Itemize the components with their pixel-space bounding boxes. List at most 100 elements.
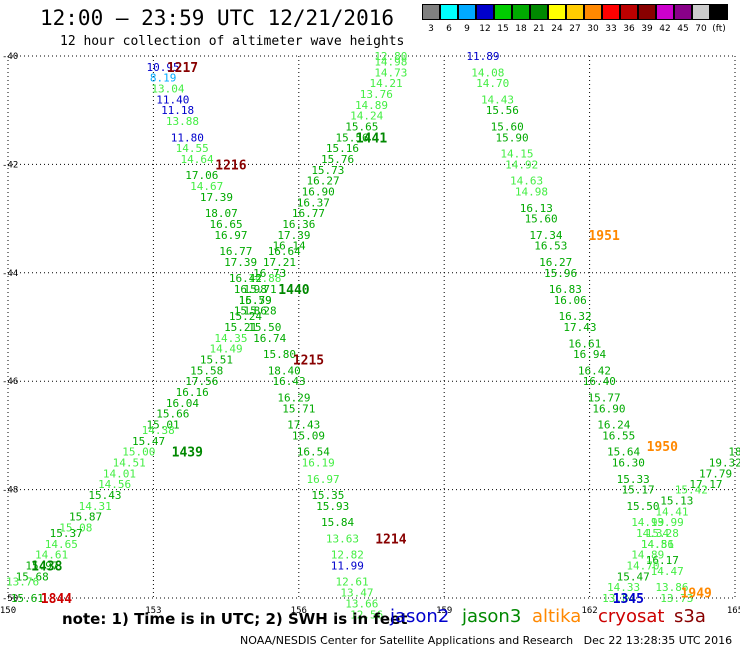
swh-value: 14.73 — [374, 66, 407, 79]
swh-value: 16.37 — [297, 196, 330, 209]
swh-value: 16.30 — [612, 457, 645, 470]
swh-value: 16.54 — [297, 446, 330, 459]
swh-value: 17.79 — [699, 467, 732, 480]
swh-value: 16.90 — [592, 402, 625, 415]
y-tick-label: -46 — [2, 377, 18, 387]
swh-value: 14.51 — [113, 457, 146, 470]
swh-value: 14.98 — [515, 186, 548, 199]
swh-value: 14.34 — [636, 527, 669, 540]
swh-value: 16.65 — [210, 218, 243, 231]
swh-value: 14.49 — [210, 343, 243, 356]
swh-value: 8.19 — [150, 72, 177, 85]
swh-value: 16.97 — [306, 473, 339, 486]
colorbar-swatch — [620, 4, 638, 20]
swh-value: 15.08 — [59, 522, 92, 535]
y-tick-label: -40 — [2, 52, 18, 62]
colorbar-label: 9 — [464, 24, 470, 34]
swh-value: 17.43 — [563, 321, 596, 334]
pass-label: 1439 — [172, 446, 203, 461]
pass-label: 1441 — [356, 131, 387, 146]
x-tick-label: 156 — [291, 606, 307, 616]
colorbar-label: 3 — [428, 24, 434, 34]
swh-value: 11.99 — [331, 559, 364, 572]
colorbar-swatch — [710, 4, 728, 20]
swh-value: 13.88 — [166, 115, 199, 128]
colorbar-swatch — [458, 4, 476, 20]
swh-value: 14.70 — [476, 77, 509, 90]
colorbar-label: 33 — [605, 24, 617, 34]
swh-value: 14.15 — [500, 148, 533, 161]
swh-value: 15.71 — [243, 283, 276, 296]
swh-value: 16.13 — [520, 202, 553, 215]
swh-value: 14.88 — [248, 272, 281, 285]
colorbar-label: 42 — [659, 24, 671, 34]
legend-cryosat: cryosat — [598, 606, 665, 627]
swh-value: 16.17 — [646, 554, 679, 567]
swh-value: 15.50 — [248, 321, 281, 334]
swh-value: 18 — [728, 446, 740, 459]
swh-value: 11.40 — [156, 93, 189, 106]
swh-value: 14.24 — [350, 110, 383, 123]
swh-value: 15.79 — [239, 294, 272, 307]
swh-value: 12.82 — [331, 549, 364, 562]
colorbar-swatch — [566, 4, 584, 20]
pass-label: 1440 — [278, 283, 309, 298]
swh-value: 15.76 — [321, 153, 354, 166]
swh-value: 15.73 — [311, 164, 344, 177]
swh-value: 15.61 — [11, 592, 44, 605]
swh-value: 15.50 — [626, 500, 659, 513]
swh-value: 15.90 — [495, 131, 528, 144]
pass-label: 1345 — [613, 592, 644, 607]
swh-value: 15.28 — [646, 527, 679, 540]
colorbar-swatch — [476, 4, 494, 20]
swh-value: 14.64 — [180, 153, 213, 166]
swh-value: 16.61 — [568, 337, 601, 350]
footnote: note: 1) Time is in UTC; 2) SWH is in fe… — [62, 610, 408, 628]
y-tick-label: -42 — [2, 160, 18, 170]
swh-value: 15.16 — [326, 142, 359, 155]
colorbar-swatch — [638, 4, 656, 20]
swh-value: 12.61 — [336, 576, 369, 589]
swh-value: 16.06 — [554, 294, 587, 307]
pass-label: 1438 — [31, 559, 62, 574]
swh-value: 15.86 — [234, 305, 267, 318]
swh-value: 16.14 — [273, 240, 306, 253]
swh-value: 14.08 — [471, 66, 504, 79]
swh-value: 14.56 — [641, 538, 674, 551]
pass-label: 1950 — [647, 440, 678, 455]
y-tick-label: -44 — [2, 269, 18, 279]
colorbar-label: 30 — [587, 24, 599, 34]
pass-label: 1216 — [215, 158, 246, 173]
swh-value: 16.77 — [219, 245, 252, 258]
swh-value: 14.98 — [374, 55, 407, 68]
swh-value: 15.93 — [316, 500, 349, 513]
swh-value: 16.32 — [558, 310, 591, 323]
swh-value: 17.17 — [689, 478, 722, 491]
swh-value: 16.55 — [602, 429, 635, 442]
swh-value: 16.27 — [539, 256, 572, 269]
swh-value: 13.66 — [345, 597, 378, 610]
swh-value: 10.95 — [147, 61, 180, 74]
credit-line: NOAA/NESDIS Center for Satellite Applica… — [240, 634, 733, 647]
x-tick-label: 165 — [727, 606, 740, 616]
x-tick-label: 162 — [581, 606, 597, 616]
pass-label: 1951 — [588, 229, 619, 244]
swh-value: 14.47 — [651, 565, 684, 578]
swh-value: 16.16 — [176, 386, 209, 399]
swh-value: 16.24 — [597, 419, 630, 432]
colorbar-swatch — [602, 4, 620, 20]
colorbar-swatch — [512, 4, 530, 20]
swh-value: 15.58 — [190, 364, 223, 377]
swh-value: 16.97 — [214, 229, 247, 242]
swh-value: 16.98 — [234, 283, 267, 296]
swh-value: 13.47 — [340, 587, 373, 600]
swh-value: 15.56 — [336, 131, 369, 144]
pass-label: 1949 — [681, 587, 712, 602]
swh-value: 16.74 — [253, 332, 286, 345]
swh-value: 16.29 — [277, 391, 310, 404]
swh-value: 19.32 — [709, 457, 740, 470]
colorbar-label: 70 — [695, 24, 707, 34]
swh-value: 12.80 — [374, 50, 407, 63]
colorbar-label: 24 — [551, 24, 563, 34]
swh-value: 14.63 — [510, 175, 543, 188]
